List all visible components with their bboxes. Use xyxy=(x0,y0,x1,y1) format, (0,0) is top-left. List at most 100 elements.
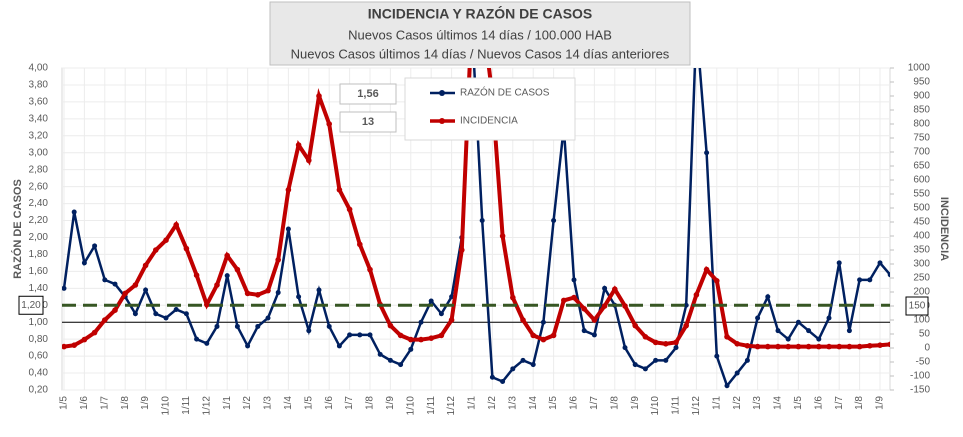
point xyxy=(663,341,669,347)
x-tick-label: 1/7 xyxy=(834,396,845,410)
y2-tick-label: 750 xyxy=(913,133,930,144)
x-tick-label: 1/7 xyxy=(344,396,355,410)
x-tick-label: 1/1 xyxy=(467,396,478,410)
point xyxy=(744,357,750,363)
x-tick-label: 1/6 xyxy=(324,396,335,410)
point xyxy=(275,257,282,263)
x-tick-label: 1/10 xyxy=(161,396,172,416)
y2-tick-label: 900 xyxy=(913,91,930,102)
point xyxy=(632,322,638,329)
x-tick-label: 1/1 xyxy=(711,396,722,410)
current-box xyxy=(339,83,397,105)
y2-tick-label: 400 xyxy=(913,231,930,242)
point xyxy=(367,266,373,273)
point xyxy=(612,286,618,293)
point xyxy=(81,260,87,266)
y-tick-label: 0,60 xyxy=(29,351,49,362)
point xyxy=(204,340,210,346)
y2-tick-label: 200 xyxy=(913,287,930,298)
point xyxy=(785,343,791,350)
point xyxy=(265,315,271,321)
point xyxy=(805,343,812,350)
point xyxy=(489,374,495,380)
point xyxy=(347,332,353,338)
point xyxy=(877,260,883,266)
point xyxy=(673,339,679,346)
point xyxy=(581,306,587,312)
y-tick-label: 3,20 xyxy=(29,130,49,141)
y2-tick-label: 250 xyxy=(913,273,930,284)
x-tick-label: 1/12 xyxy=(691,396,702,416)
y-tick-label: 2,20 xyxy=(29,215,49,226)
y2-tick-label: 50 xyxy=(919,329,931,340)
y2-tick-label: 350 xyxy=(913,245,930,256)
point xyxy=(540,336,547,343)
point xyxy=(102,317,108,323)
x-tick-label: 1/2 xyxy=(487,396,498,410)
point xyxy=(183,311,189,317)
y-tick-label: 1,40 xyxy=(29,283,49,294)
y-tick-label: 2,40 xyxy=(29,198,49,209)
point xyxy=(785,336,791,342)
point xyxy=(112,281,118,287)
current-value: 13 xyxy=(362,116,374,128)
x-tick-label: 1/8 xyxy=(120,396,131,410)
point xyxy=(183,245,190,252)
x-tick-label: 1/11 xyxy=(181,396,192,415)
point xyxy=(622,345,628,351)
point xyxy=(153,311,159,317)
point xyxy=(224,273,230,279)
y-tick-label: 2,60 xyxy=(29,181,49,192)
y2-tick-label: 300 xyxy=(913,259,930,270)
y-tick-label: 0,20 xyxy=(29,385,49,396)
point xyxy=(857,277,863,283)
point xyxy=(295,142,302,148)
point xyxy=(408,346,414,352)
x-tick-label: 1/5 xyxy=(793,396,804,410)
subtitle: Nuevos Casos últimos 14 días / Nuevos Ca… xyxy=(291,46,670,61)
point xyxy=(418,319,424,325)
y-axis-label: RAZÓN DE CASOS xyxy=(11,179,24,279)
point xyxy=(244,290,251,297)
point xyxy=(775,328,781,334)
x-tick-label: 1/11 xyxy=(426,396,437,415)
point xyxy=(581,328,587,334)
point xyxy=(398,362,404,368)
x-tick-label: 1/11 xyxy=(671,396,682,415)
point xyxy=(479,218,485,224)
point xyxy=(306,157,312,164)
threshold-y2-label: 150 xyxy=(909,301,926,312)
point xyxy=(816,343,822,350)
point xyxy=(816,336,822,342)
point xyxy=(694,23,699,28)
point xyxy=(591,332,597,338)
y2-tick-label: 700 xyxy=(913,147,930,158)
point xyxy=(357,332,363,338)
legend-swatch xyxy=(439,118,445,124)
legend-label: RAZÓN DE CASOS xyxy=(460,86,550,99)
point xyxy=(428,335,435,342)
chart-title: INCIDENCIA Y RAZÓN DE CASOS xyxy=(368,5,593,22)
point xyxy=(602,285,608,291)
point xyxy=(316,287,322,293)
point xyxy=(734,370,740,376)
y2-tick-label: 1000 xyxy=(908,63,931,74)
point xyxy=(397,332,404,339)
legend-label: INCIDENCIA xyxy=(460,116,518,127)
y-tick-label: 3,60 xyxy=(29,97,49,108)
point xyxy=(775,343,781,350)
point xyxy=(254,292,261,298)
legend-swatch xyxy=(439,90,445,96)
point xyxy=(234,323,240,329)
x-tick-label: 1/7 xyxy=(589,396,600,410)
x-tick-label: 1/2 xyxy=(732,396,743,410)
point xyxy=(62,285,67,291)
x-tick-label: 1/4 xyxy=(528,396,539,410)
y2-axis-label: INCIDENCIA xyxy=(938,197,950,261)
x-tick-label: 1/3 xyxy=(507,396,518,410)
point xyxy=(387,357,393,363)
point xyxy=(601,303,608,309)
point xyxy=(653,357,659,363)
point xyxy=(214,323,220,329)
point xyxy=(663,357,669,363)
